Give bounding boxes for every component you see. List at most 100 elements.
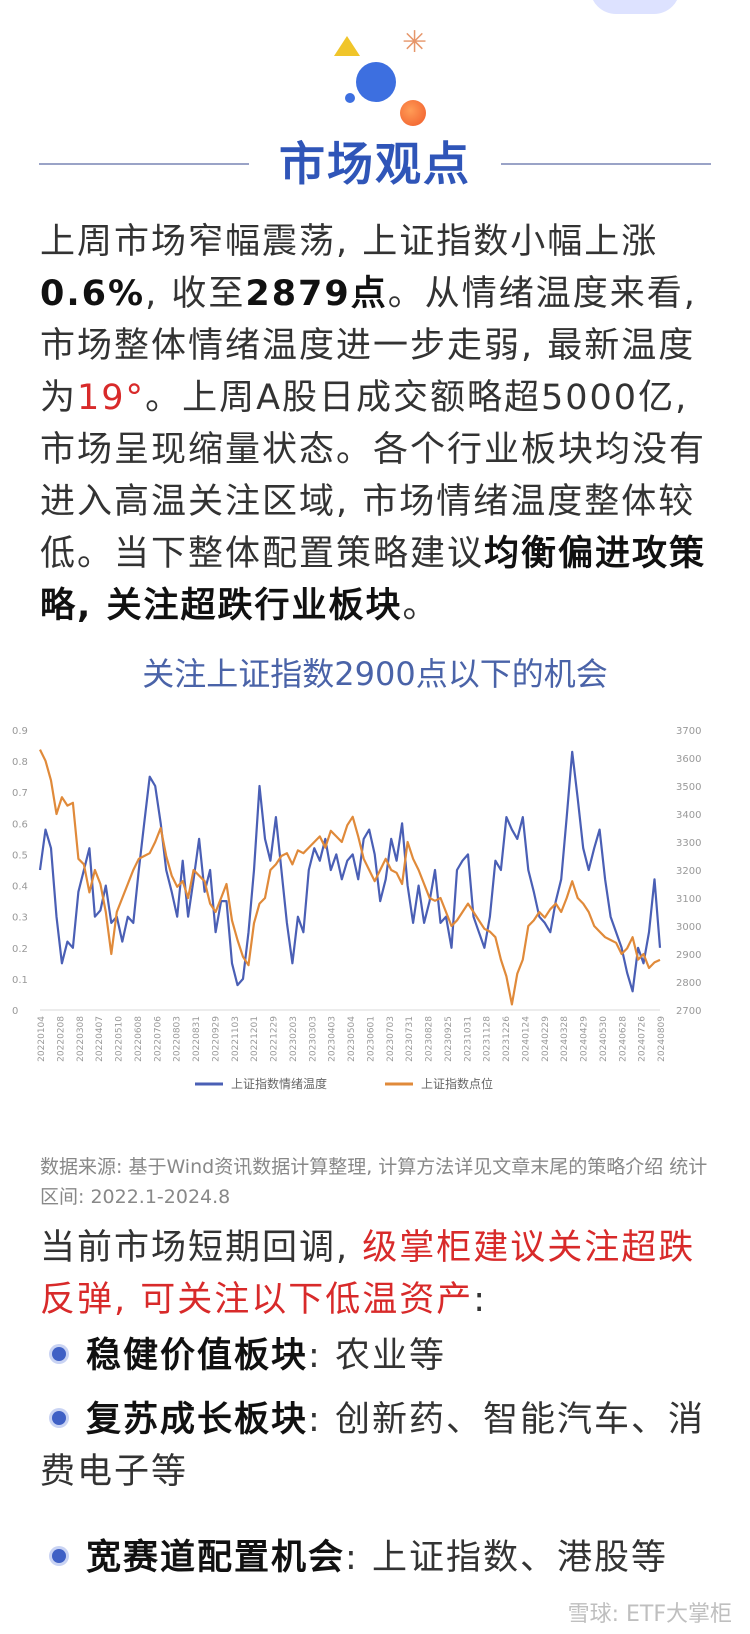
orange-circle-decoration [400, 100, 426, 126]
bullet-label: 复苏成长板块 [86, 1400, 309, 1440]
x-axis-tick-label: 20231226 [502, 1016, 512, 1062]
x-axis-tick-label: 20221229 [270, 1016, 280, 1062]
blue-circle-decoration [356, 62, 396, 102]
x-axis-tick-label: 20231031 [463, 1016, 473, 1062]
intro-text-1: 上周市场窄幅震荡, 上证指数小幅上涨 [40, 222, 659, 262]
triangle-decoration-icon [334, 36, 360, 56]
left-axis-tick-label: 0 [12, 1006, 18, 1017]
sparkle-icon: ✳ [402, 25, 428, 60]
bullet-item: 复苏成长板块: 创新药、智能汽车、消费电子等 [40, 1394, 720, 1498]
bullet-sep: : [345, 1538, 372, 1578]
x-axis-tick-label: 20230925 [444, 1016, 454, 1062]
x-axis-tick-label: 20240328 [560, 1016, 570, 1062]
sentiment-index-chart: 0 0.1 0.2 0.3 0.4 0.5 0.6 0.7 0.8 0.9 2700 2800 2900… [12, 726, 701, 1091]
left-axis-tick-label: 0.4 [12, 882, 28, 893]
bullet-item: 稳健价值板块: 农业等 [40, 1330, 720, 1382]
x-axis-tick-label: 20221201 [250, 1016, 260, 1062]
intro-text-2: , 收至 [145, 274, 246, 314]
x-axis-tick-label: 20220831 [192, 1016, 202, 1062]
recommend-highlight: 级掌柜建议关注超跌反弹, 可关注以下低温资产 [40, 1228, 696, 1320]
x-axis-tick-label: 20220510 [115, 1016, 125, 1062]
small-blue-dot-decoration [345, 93, 355, 103]
bullet-sep: : [308, 1336, 335, 1376]
chart-title: 关注上证指数2900点以下的机会 [142, 655, 608, 693]
right-axis-tick-label: 3000 [676, 922, 701, 933]
left-axis-tick-label: 0.5 [12, 850, 28, 861]
right-axis-tick-label: 2800 [676, 978, 701, 989]
bullet-label: 宽赛道配置机会 [86, 1538, 346, 1578]
intro-text-4: 。上周A股日成交额略超5000亿, 市场呈现缩量状态。各个行业板块均没有进入高温… [40, 378, 707, 574]
strategy-highlight: 均衡偏进攻策略, 关注超跌行业板块 [40, 534, 707, 626]
latest-temperature: 19° [77, 378, 146, 418]
x-axis-tick-label: 20220608 [134, 1016, 144, 1062]
bullet-sep: : [308, 1400, 335, 1440]
index-close: 2879点 [245, 274, 388, 314]
recommendation-paragraph: 当前市场短期回调, 级掌柜建议关注超跌反弹, 可关注以下低温资产: [40, 1222, 720, 1326]
x-axis-tick-label: 20220104 [37, 1016, 47, 1062]
left-axis-tick-label: 0.3 [12, 913, 28, 924]
left-axis-tick-label: 0.6 [12, 819, 28, 830]
x-axis-tick-label: 20220308 [76, 1016, 86, 1062]
right-axis-tick-label: 3500 [676, 782, 701, 793]
right-axis-tick-label: 3700 [676, 726, 701, 737]
right-axis-tick-label: 2900 [676, 950, 701, 961]
bullet-dot-icon [52, 1347, 66, 1361]
bullet-text: 创新药、智能汽车、消费电子等 [40, 1400, 705, 1492]
left-axis-tick-label: 0.9 [12, 726, 28, 737]
x-axis-tick-label: 20230703 [386, 1016, 396, 1062]
section-title: 市场观点 [279, 137, 471, 191]
header-divider-left [39, 163, 249, 165]
x-axis-tick-label: 20220929 [211, 1016, 221, 1062]
x-axis-tick-label: 20220803 [173, 1016, 183, 1062]
left-axis-tick-label: 0.8 [12, 757, 28, 768]
right-axis-tick-label: 3100 [676, 894, 701, 905]
x-axis-tick-label: 20231128 [483, 1016, 493, 1062]
x-axis-tick-label: 20240530 [599, 1016, 609, 1062]
x-axis-tick-label: 20240229 [541, 1016, 551, 1062]
intro-text-5: 。 [402, 586, 440, 626]
bullet-dot-icon [52, 1411, 66, 1425]
bullet-item: 宽赛道配置机会: 上证指数、港股等 [40, 1532, 720, 1584]
x-axis-tick-label: 20230828 [425, 1016, 435, 1062]
x-axis-tick-label: 20240429 [580, 1016, 590, 1062]
right-axis-tick-label: 3200 [676, 866, 701, 877]
data-source-note: 数据来源: 基于Wind资讯数据计算整理, 计算方法详见文章末尾的策略介绍 统计… [40, 1156, 708, 1208]
bullet-dot-icon [52, 1549, 66, 1563]
intro-text-3: 。从情绪温度来看, 市场整体情绪温度进一步走弱, 最新温度为 [40, 274, 697, 418]
bullet-label: 稳健价值板块 [86, 1336, 309, 1376]
left-axis-tick-label: 0.2 [12, 944, 28, 955]
x-axis-tick-label: 20240726 [638, 1016, 648, 1062]
bullet-text: 农业等 [334, 1336, 446, 1376]
x-axis-tick-label: 20230601 [366, 1016, 376, 1062]
market-view-paragraph: 上周市场窄幅震荡, 上证指数小幅上涨 0.6%, 收至2879点。从情绪温度来看,… [40, 216, 720, 632]
recommend-tail: : [473, 1280, 488, 1320]
x-axis-tick-label: 20220706 [153, 1016, 163, 1062]
left-axis-tick-label: 0.7 [12, 788, 28, 799]
right-axis-tick-label: 2700 [676, 1006, 701, 1017]
series-line [39, 749, 661, 1006]
right-axis-tick-label: 3300 [676, 838, 701, 849]
header-divider-right [501, 163, 711, 165]
x-axis-tick-label: 20220407 [95, 1016, 105, 1062]
x-axis-tick-label: 20230203 [289, 1016, 299, 1062]
right-axis-tick-label: 3400 [676, 810, 701, 821]
x-axis-tick-label: 20230303 [308, 1016, 318, 1062]
index-change: 0.6% [40, 274, 146, 314]
bullet-text: 上证指数、港股等 [371, 1538, 668, 1578]
x-axis-tick-label: 20240809 [657, 1016, 667, 1062]
x-axis-tick-label: 20221103 [231, 1016, 241, 1062]
right-axis-tick-label: 3600 [676, 754, 701, 765]
legend-label: 上证指数点位 [421, 1076, 493, 1091]
left-axis-tick-label: 0.1 [12, 975, 28, 986]
x-axis-tick-label: 20240124 [521, 1016, 531, 1062]
section-header: 市场观点 [0, 134, 750, 194]
x-axis-tick-label: 20240628 [618, 1016, 628, 1062]
series-line [38, 750, 662, 993]
recommend-lead: 当前市场短期回调, [40, 1228, 363, 1268]
legend-label: 上证指数情绪温度 [231, 1076, 327, 1091]
x-axis-tick-label: 20230403 [328, 1016, 338, 1062]
corner-decoration [590, 0, 680, 14]
watermark: 雪球: ETF大掌柜 [567, 1602, 732, 1627]
x-axis-tick-label: 20220208 [56, 1016, 66, 1062]
x-axis-tick-label: 20230731 [405, 1016, 415, 1062]
